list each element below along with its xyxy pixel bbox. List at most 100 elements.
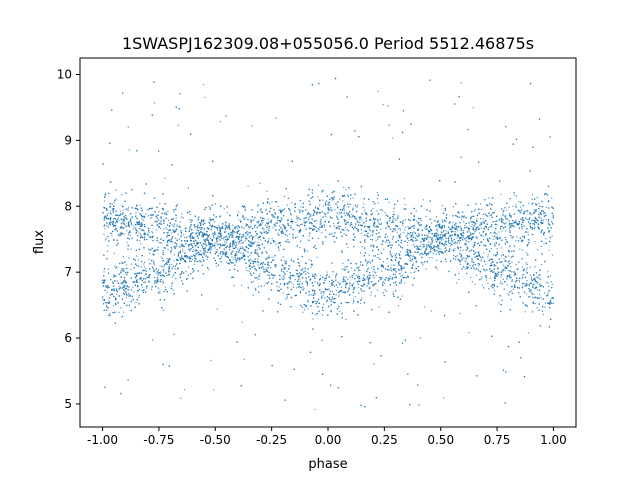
data-point: [159, 298, 162, 300]
data-point: [255, 235, 257, 237]
data-point: [162, 309, 164, 311]
data-point: [425, 268, 427, 270]
data-point: [430, 222, 433, 224]
data-point: [220, 244, 222, 246]
data-point: [239, 260, 241, 262]
data-point: [122, 283, 124, 285]
data-point: [306, 214, 309, 216]
data-point: [208, 269, 210, 271]
data-point: [541, 285, 543, 287]
data-point: [478, 232, 480, 234]
data-point: [151, 216, 153, 219]
data-point: [407, 226, 409, 228]
data-point: [411, 239, 413, 241]
data-point: [325, 229, 327, 231]
data-point: [104, 192, 107, 194]
data-point: [500, 280, 502, 282]
data-point: [518, 201, 520, 203]
data-point: [130, 221, 132, 223]
data-point: [361, 219, 363, 221]
data-point: [163, 266, 165, 268]
data-point: [261, 252, 263, 254]
data-point: [141, 290, 143, 292]
data-point: [485, 277, 487, 279]
data-point: [396, 231, 398, 233]
data-point: [366, 264, 368, 266]
data-point: [159, 292, 161, 294]
data-point: [183, 236, 186, 239]
data-point: [157, 271, 159, 273]
data-point: [397, 228, 399, 230]
data-point: [400, 233, 402, 235]
data-point: [539, 294, 541, 296]
data-point: [111, 289, 113, 292]
data-point: [505, 222, 507, 224]
data-point: [202, 232, 204, 234]
data-point: [240, 284, 243, 286]
data-point: [455, 256, 457, 258]
data-point: [474, 223, 476, 225]
data-point: [519, 210, 521, 212]
data-point: [258, 266, 260, 268]
data-point: [177, 124, 179, 126]
data-point: [437, 224, 439, 226]
data-point: [155, 272, 157, 274]
data-point: [377, 226, 379, 228]
data-point: [203, 247, 206, 250]
data-point: [480, 218, 482, 220]
data-point: [430, 243, 432, 246]
data-point: [283, 266, 285, 268]
data-point: [257, 205, 259, 207]
data-point: [256, 245, 258, 247]
data-point: [501, 230, 503, 232]
data-point: [181, 213, 183, 215]
data-point: [322, 295, 324, 297]
data-point: [187, 277, 189, 279]
data-point: [215, 226, 217, 228]
data-point: [458, 272, 460, 274]
data-point: [481, 258, 483, 260]
data-point: [454, 248, 456, 250]
data-point: [509, 230, 511, 232]
data-point: [418, 233, 420, 235]
data-point: [162, 250, 164, 252]
data-point: [310, 264, 312, 266]
data-point: [344, 215, 346, 217]
data-point: [127, 208, 129, 210]
data-point: [481, 284, 483, 286]
data-point: [314, 207, 317, 209]
data-point: [158, 226, 160, 229]
data-point: [123, 289, 125, 291]
data-point: [361, 232, 363, 234]
data-point: [468, 229, 470, 231]
data-point: [318, 184, 320, 186]
data-point: [384, 212, 386, 214]
data-point: [107, 212, 109, 214]
data-point: [282, 256, 284, 258]
data-point: [181, 216, 183, 218]
data-point: [373, 277, 375, 279]
data-point: [390, 264, 392, 266]
data-point: [508, 269, 510, 272]
data-point: [496, 223, 498, 226]
data-points: [102, 77, 554, 411]
data-point: [510, 299, 512, 301]
data-point: [367, 232, 369, 234]
data-point: [463, 221, 465, 223]
data-point: [443, 397, 445, 399]
data-point: [306, 271, 309, 273]
data-point: [389, 275, 391, 277]
data-point: [113, 208, 115, 210]
data-point: [536, 196, 538, 199]
data-point: [179, 256, 181, 259]
data-point: [130, 268, 132, 270]
data-point: [184, 240, 186, 242]
data-point: [544, 292, 546, 294]
data-point: [504, 255, 506, 257]
data-point: [534, 266, 536, 268]
data-point: [192, 271, 194, 273]
data-point: [488, 227, 490, 229]
data-point: [123, 286, 125, 289]
data-point: [111, 281, 114, 283]
data-point: [400, 282, 402, 284]
